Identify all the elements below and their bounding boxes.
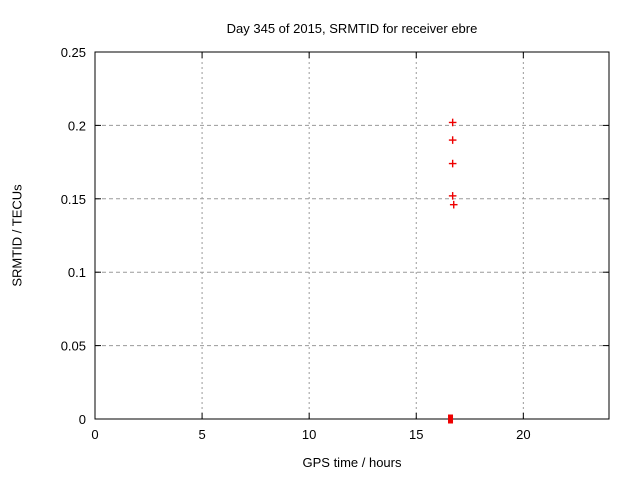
x-tick-label: 10	[302, 427, 316, 442]
x-tick-label: 15	[409, 427, 423, 442]
y-tick-label: 0	[79, 412, 86, 427]
x-tick-label: 5	[198, 427, 205, 442]
x-axis-label: GPS time / hours	[302, 455, 402, 470]
data-point-zero-cluster	[448, 414, 454, 424]
y-tick-label: 0.2	[68, 118, 86, 133]
y-tick-label: 0.05	[61, 339, 86, 354]
x-tick-label: 20	[516, 427, 530, 442]
y-tick-label: 0.1	[68, 265, 86, 280]
y-tick-label: 0.15	[61, 192, 86, 207]
x-tick-label: 0	[91, 427, 98, 442]
chart-title: Day 345 of 2015, SRMTID for receiver ebr…	[226, 21, 478, 36]
y-tick-label: 0.25	[61, 45, 86, 60]
plot-border	[94, 51, 610, 420]
